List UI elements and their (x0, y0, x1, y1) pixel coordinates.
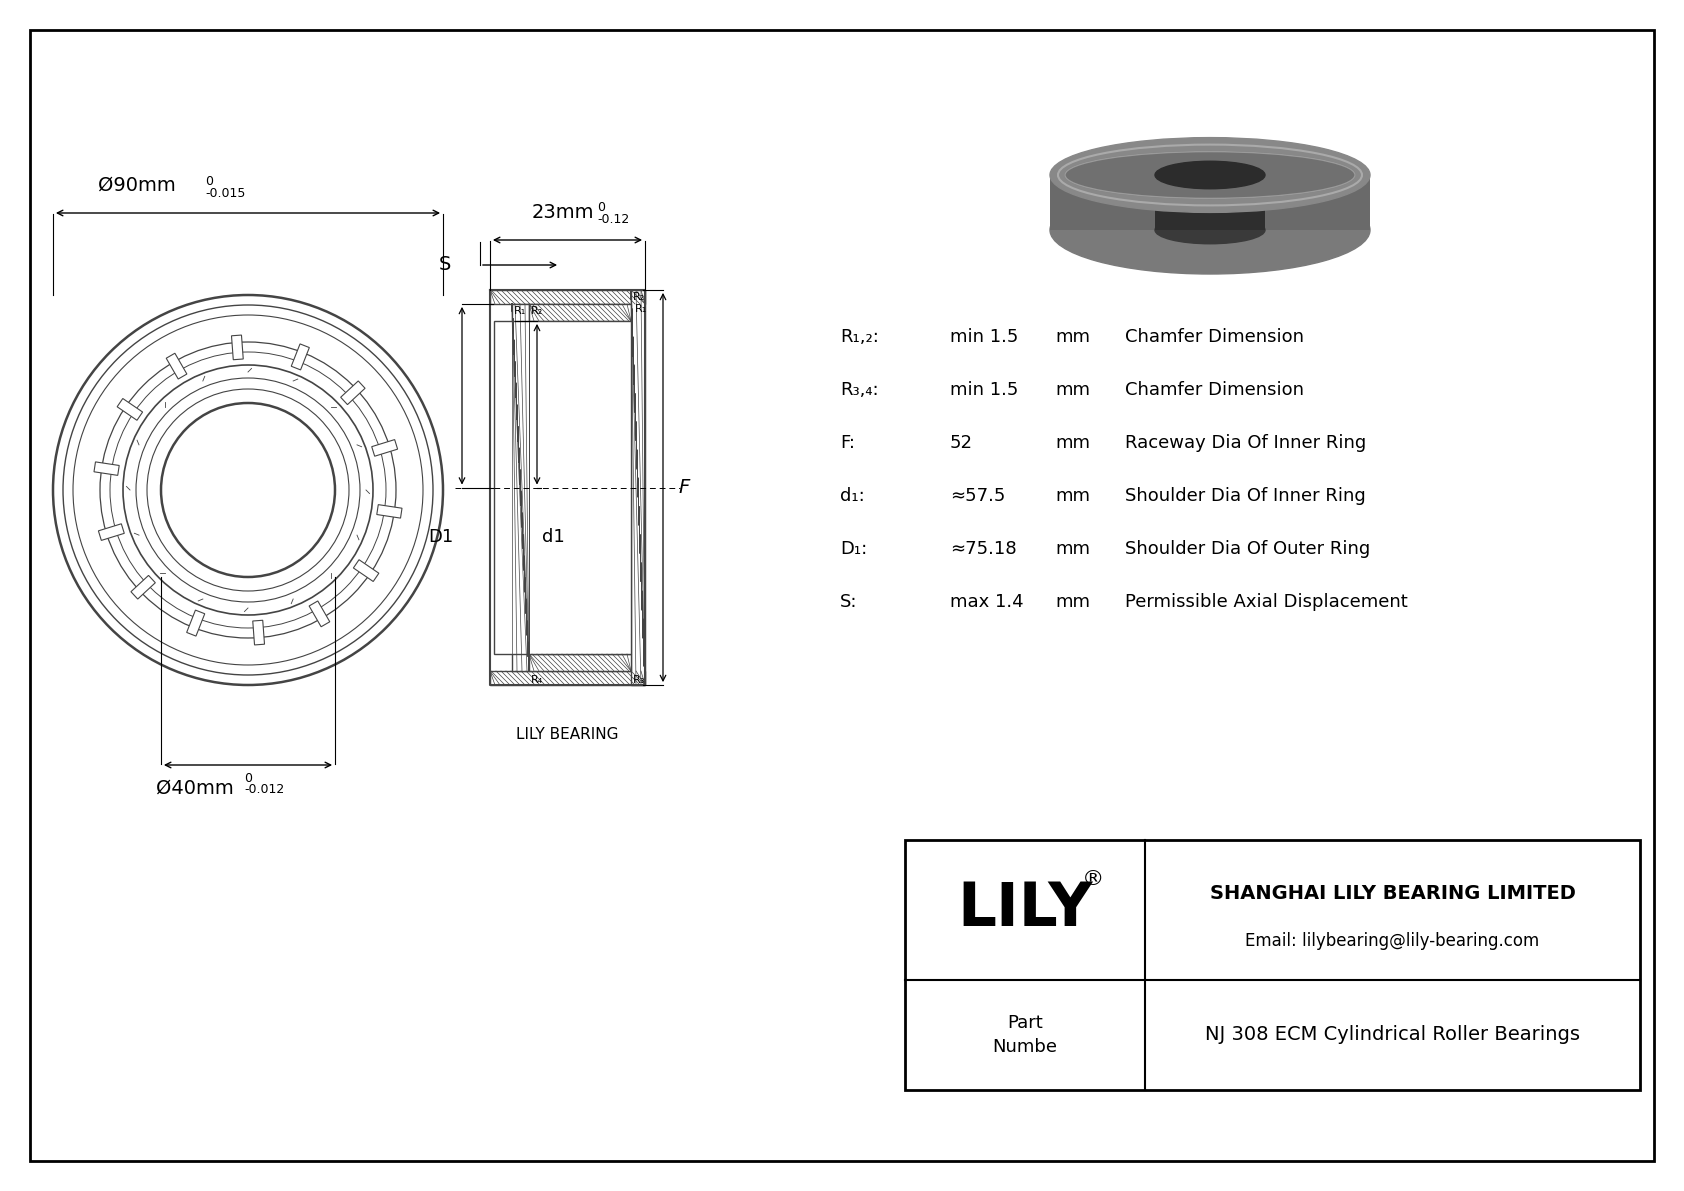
Bar (632, 289, 645, 685)
Polygon shape (354, 560, 379, 581)
Text: F:: F: (840, 434, 855, 453)
Text: 0: 0 (598, 201, 606, 214)
Bar (490, 289, 645, 304)
Bar (490, 671, 645, 685)
Text: mm: mm (1054, 328, 1090, 347)
Text: Part
Numbe: Part Numbe (992, 1014, 1058, 1056)
Text: ®: ® (1081, 869, 1105, 890)
Text: SHANGHAI LILY BEARING LIMITED: SHANGHAI LILY BEARING LIMITED (1209, 884, 1576, 903)
Text: Chamfer Dimension: Chamfer Dimension (1125, 381, 1303, 399)
Text: R₁,₂:: R₁,₂: (840, 328, 879, 347)
Text: R₂: R₂ (530, 306, 544, 316)
Polygon shape (231, 335, 242, 360)
Polygon shape (310, 601, 330, 626)
Text: min 1.5: min 1.5 (950, 328, 1019, 347)
Text: Permissible Axial Displacement: Permissible Axial Displacement (1125, 593, 1408, 611)
Polygon shape (291, 344, 310, 370)
Text: mm: mm (1054, 381, 1090, 399)
Text: mm: mm (1054, 593, 1090, 611)
Polygon shape (253, 621, 264, 646)
Polygon shape (1051, 175, 1371, 230)
Text: min 1.5: min 1.5 (950, 381, 1019, 399)
Ellipse shape (1064, 151, 1356, 199)
Text: NJ 308 ECM Cylindrical Roller Bearings: NJ 308 ECM Cylindrical Roller Bearings (1206, 1025, 1580, 1045)
Bar (529, 304, 632, 322)
Bar (529, 654, 632, 671)
Text: max 1.4: max 1.4 (950, 593, 1024, 611)
Text: 23mm: 23mm (530, 202, 594, 222)
Text: 52: 52 (950, 434, 973, 453)
Ellipse shape (1155, 217, 1265, 244)
Text: Raceway Dia Of Inner Ring: Raceway Dia Of Inner Ring (1125, 434, 1366, 453)
Ellipse shape (1155, 161, 1265, 188)
Ellipse shape (1051, 138, 1371, 212)
Polygon shape (187, 610, 205, 636)
Polygon shape (167, 354, 187, 379)
Polygon shape (1155, 175, 1265, 230)
Text: -0.012: -0.012 (244, 782, 285, 796)
Ellipse shape (1051, 186, 1371, 274)
Polygon shape (377, 505, 402, 518)
Text: Shoulder Dia Of Inner Ring: Shoulder Dia Of Inner Ring (1125, 487, 1366, 505)
Polygon shape (98, 524, 125, 541)
Text: LILY: LILY (957, 880, 1093, 940)
Bar (904, 840, 1640, 1090)
Text: mm: mm (1054, 434, 1090, 453)
Text: 0: 0 (244, 772, 253, 785)
Text: mm: mm (1054, 487, 1090, 505)
Text: F: F (679, 478, 689, 497)
Text: Email: lilybearing@lily-bearing.com: Email: lilybearing@lily-bearing.com (1246, 931, 1539, 949)
Text: R₁: R₁ (635, 304, 647, 314)
Text: -0.015: -0.015 (205, 187, 246, 200)
Polygon shape (340, 381, 365, 405)
Text: R₄: R₄ (530, 675, 544, 685)
Text: LILY BEARING: LILY BEARING (517, 727, 618, 742)
Text: d₁:: d₁: (840, 487, 866, 505)
Bar (512, 304, 529, 671)
Text: ≈57.5: ≈57.5 (950, 487, 1005, 505)
Text: R₁: R₁ (514, 306, 525, 316)
Text: ≈75.18: ≈75.18 (950, 540, 1017, 559)
Text: Chamfer Dimension: Chamfer Dimension (1125, 328, 1303, 347)
Text: D₁:: D₁: (840, 540, 867, 559)
Text: -0.12: -0.12 (598, 213, 630, 226)
Text: S: S (440, 256, 451, 274)
Bar (493, 322, 632, 654)
Text: mm: mm (1054, 540, 1090, 559)
Text: Shoulder Dia Of Outer Ring: Shoulder Dia Of Outer Ring (1125, 540, 1371, 559)
Text: R₃: R₃ (633, 675, 645, 685)
Text: D1: D1 (429, 529, 455, 547)
Text: R₂: R₂ (633, 292, 645, 303)
Text: S:: S: (840, 593, 857, 611)
Text: 0: 0 (205, 175, 212, 188)
Polygon shape (118, 399, 143, 420)
Text: Ø40mm: Ø40mm (157, 779, 234, 798)
Polygon shape (372, 439, 397, 456)
Text: Ø90mm: Ø90mm (98, 176, 175, 195)
Polygon shape (131, 575, 155, 599)
Polygon shape (94, 462, 120, 475)
Text: R₃,₄:: R₃,₄: (840, 381, 879, 399)
Text: d1: d1 (542, 529, 564, 547)
